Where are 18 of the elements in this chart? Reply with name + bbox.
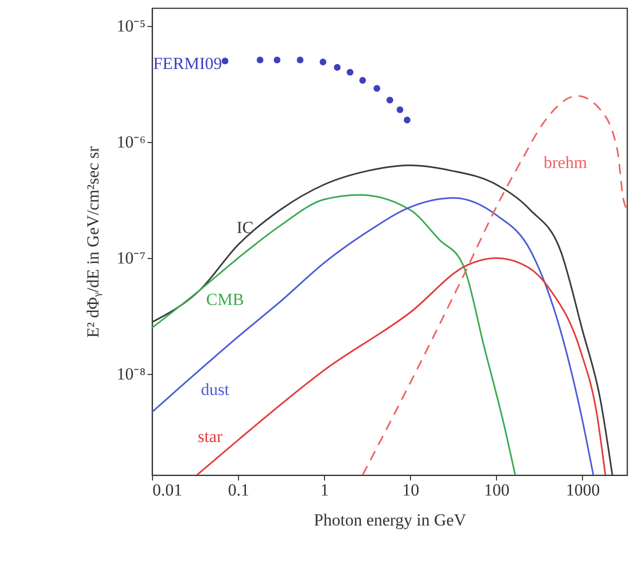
x-tick-label: 0.1 — [228, 480, 250, 500]
series-label: star — [198, 427, 223, 446]
x-axis-title: Photon energy in GeV — [314, 510, 467, 530]
y-tick-label: 10⁻⁵ — [116, 16, 146, 36]
y-tick-label: 10⁻⁶ — [116, 132, 146, 152]
series-label: CMB — [206, 290, 244, 310]
y-tick-label: 10⁻⁷ — [116, 248, 146, 268]
x-tick-label: 1 — [320, 480, 329, 500]
series-label: brehm — [544, 152, 588, 172]
y-axis-title: E² dΦᵧ/dE in GeV/cm²sec sr — [84, 146, 103, 338]
series-label: FERMI09 — [153, 54, 222, 73]
x-tick-label: 10 — [402, 480, 420, 500]
series-label: dust — [200, 380, 230, 400]
y-tick-label: 10⁻⁸ — [116, 364, 146, 384]
x-tick-label: 1000 — [566, 480, 600, 500]
series-label: IC — [236, 218, 254, 237]
x-tick-label: 100 — [484, 480, 510, 500]
x-tick-label: 0.01 — [152, 480, 182, 500]
